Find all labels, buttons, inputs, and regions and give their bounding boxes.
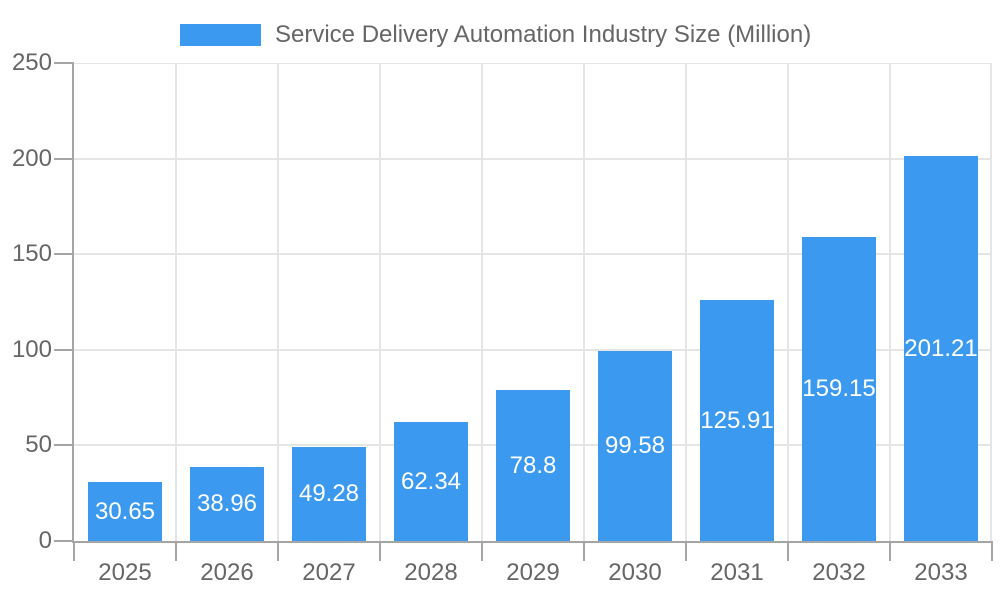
gridline-vertical xyxy=(889,63,891,541)
x-axis-tick xyxy=(481,541,483,561)
gridline-vertical xyxy=(990,63,992,541)
x-axis-tick xyxy=(73,541,75,561)
x-axis-tick-label: 2028 xyxy=(404,559,458,586)
y-axis-tick-label: 150 xyxy=(11,240,52,267)
x-axis-tick xyxy=(583,541,585,561)
bar-value-label: 99.58 xyxy=(604,432,666,459)
gridline-vertical xyxy=(277,63,279,541)
y-axis-tick xyxy=(54,253,74,255)
bar-value-label: 38.96 xyxy=(196,490,258,517)
bar-2026[interactable]: 38.96 xyxy=(190,467,264,541)
gridline-horizontal xyxy=(74,253,992,255)
gridline-vertical xyxy=(379,63,381,541)
x-axis-tick xyxy=(991,541,993,561)
x-axis-tick-label: 2027 xyxy=(302,559,356,586)
y-axis-tick-label: 100 xyxy=(11,336,52,363)
gridline-horizontal xyxy=(74,349,992,351)
plot-area: 30.65 38.96 49.28 62.34 78.8 99.58 125.91 159.1… xyxy=(74,63,992,541)
y-axis-tick-label: 200 xyxy=(11,145,52,172)
y-axis-tick-label: 50 xyxy=(25,431,52,458)
x-axis-tick xyxy=(787,541,789,561)
bar-2028[interactable]: 62.34 xyxy=(394,422,468,541)
x-axis-tick-label: 2026 xyxy=(200,559,254,586)
bar-2032[interactable]: 159.15 xyxy=(802,237,876,541)
x-axis-tick-label: 2033 xyxy=(914,559,968,586)
bar-value-label: 159.15 xyxy=(802,375,876,402)
gridline-vertical xyxy=(481,63,483,541)
x-axis-tick xyxy=(379,541,381,561)
y-axis-tick xyxy=(54,540,74,542)
x-axis-tick-label: 2029 xyxy=(506,559,560,586)
y-axis-tick-label: 250 xyxy=(11,49,52,76)
x-axis-tick xyxy=(175,541,177,561)
legend[interactable]: Service Delivery Automation Industry Siz… xyxy=(180,21,811,49)
bar-2027[interactable]: 49.28 xyxy=(292,447,366,541)
gridline-vertical xyxy=(175,63,177,541)
y-axis-tick xyxy=(54,349,74,351)
legend-swatch xyxy=(180,24,261,46)
y-axis-tick xyxy=(54,444,74,446)
gridline-horizontal xyxy=(74,63,992,64)
chart-title: Service Delivery Automation Industry Siz… xyxy=(275,21,812,48)
x-axis-line xyxy=(72,541,992,543)
bar-value-label: 49.28 xyxy=(298,480,360,507)
gridline-vertical xyxy=(685,63,687,541)
bar-value-label: 201.21 xyxy=(904,334,978,362)
y-axis-line xyxy=(72,63,74,543)
y-axis-tick xyxy=(54,62,74,64)
bar-2031[interactable]: 125.91 xyxy=(700,300,774,541)
y-axis-tick-label: 0 xyxy=(38,527,52,554)
x-axis-tick xyxy=(685,541,687,561)
bar-2025[interactable]: 30.65 xyxy=(88,482,162,541)
bar-2029[interactable]: 78.8 xyxy=(496,390,570,541)
y-axis-tick xyxy=(54,158,74,160)
gridline-horizontal xyxy=(74,158,992,160)
x-axis-tick xyxy=(277,541,279,561)
x-axis-tick-label: 2032 xyxy=(812,559,866,586)
gridline-vertical xyxy=(583,63,585,541)
bar-value-label: 62.34 xyxy=(400,467,462,495)
x-axis-tick-label: 2025 xyxy=(98,559,152,586)
bar-value-label: 78.8 xyxy=(509,451,557,479)
gridline-vertical xyxy=(787,63,789,541)
x-axis-tick xyxy=(889,541,891,561)
bar-value-label: 30.65 xyxy=(94,497,156,525)
bar-value-label: 125.91 xyxy=(700,406,774,434)
x-axis-tick-label: 2030 xyxy=(608,559,662,586)
bar-2030[interactable]: 99.58 xyxy=(598,351,672,541)
x-axis-tick-label: 2031 xyxy=(710,559,764,586)
bar-2033[interactable]: 201.21 xyxy=(904,156,978,541)
